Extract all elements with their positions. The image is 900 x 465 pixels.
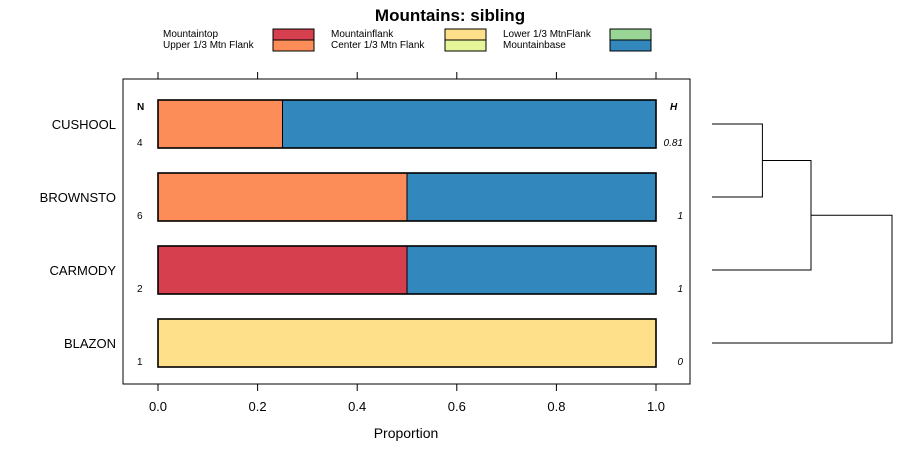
dendrogram-link	[712, 160, 812, 271]
n-value: 4	[137, 138, 143, 149]
x-tick-label: 0.4	[348, 399, 366, 414]
bars	[157, 99, 657, 368]
n-header: N	[137, 102, 144, 113]
h-value: 0	[677, 357, 683, 368]
dendrogram-link	[712, 123, 763, 198]
h-value: 0.81	[664, 138, 683, 149]
legend-swatch-lower-1-3-mtnflank	[609, 28, 652, 41]
bar-segment	[282, 99, 657, 149]
bar-outline	[157, 172, 657, 222]
x-tick-label: 0.6	[448, 399, 466, 414]
x-tick-label: 1.0	[647, 399, 665, 414]
x-axis-label: Proportion	[374, 425, 439, 441]
legend-label-mountainflank: Mountainflank	[331, 29, 394, 40]
category-label: BLAZON	[64, 336, 116, 351]
legend-label-lower-1-3-mtnflank: Lower 1/3 MtnFlank	[503, 29, 592, 40]
legend-label-mountainbase: Mountainbase	[503, 40, 566, 51]
chart-title: Mountains: sibling	[375, 6, 525, 25]
x-tick-label: 0.0	[149, 399, 167, 414]
category-label: CUSHOOL	[52, 117, 116, 132]
n-value: 6	[137, 211, 143, 222]
legend-swatch-center-1-3-mtn-flank	[444, 39, 487, 52]
x-tick-label: 0.2	[249, 399, 267, 414]
bar-segment	[157, 172, 408, 222]
legend-swatch-upper-1-3-mtn-flank	[272, 39, 315, 52]
category-label: CARMODY	[50, 263, 117, 278]
legend-swatch-mountainbase	[609, 39, 652, 52]
h-header: H	[670, 102, 678, 113]
plot-frame	[122, 78, 691, 385]
x-tick-label: 0.8	[547, 399, 565, 414]
x-axis: 0.0 0.2 0.4 0.6 0.8 1.0	[149, 72, 665, 414]
legend-label-center-1-3-mtn-flank: Center 1/3 Mtn Flank	[331, 40, 425, 51]
bar-outline	[157, 245, 657, 295]
h-value: 1	[677, 284, 683, 295]
bar-segment	[406, 245, 657, 295]
n-value: 2	[137, 284, 143, 295]
bar-segment	[157, 318, 657, 368]
legend-swatch-mountaintop	[272, 28, 315, 41]
dendrogram-link	[712, 214, 893, 344]
legend-label-mountaintop: Mountaintop	[163, 29, 218, 40]
bar-segment	[157, 99, 283, 149]
bar-segment	[157, 245, 408, 295]
legend-label-upper-1-3-mtn-flank: Upper 1/3 Mtn Flank	[163, 40, 255, 51]
bar-outline	[157, 318, 657, 368]
n-value: 1	[137, 357, 143, 368]
bar-outline	[157, 99, 657, 149]
h-value: 1	[677, 211, 683, 222]
row-labels: CUSHOOL 4 0.81 BROWNSTO 6 1 CARMODY 2 1 BLAZON 1 0	[40, 117, 684, 368]
dendrogram	[712, 123, 893, 344]
legend-swatch-mountainflank	[444, 28, 487, 41]
bar-segment	[406, 172, 657, 222]
category-label: BROWNSTO	[40, 190, 116, 205]
